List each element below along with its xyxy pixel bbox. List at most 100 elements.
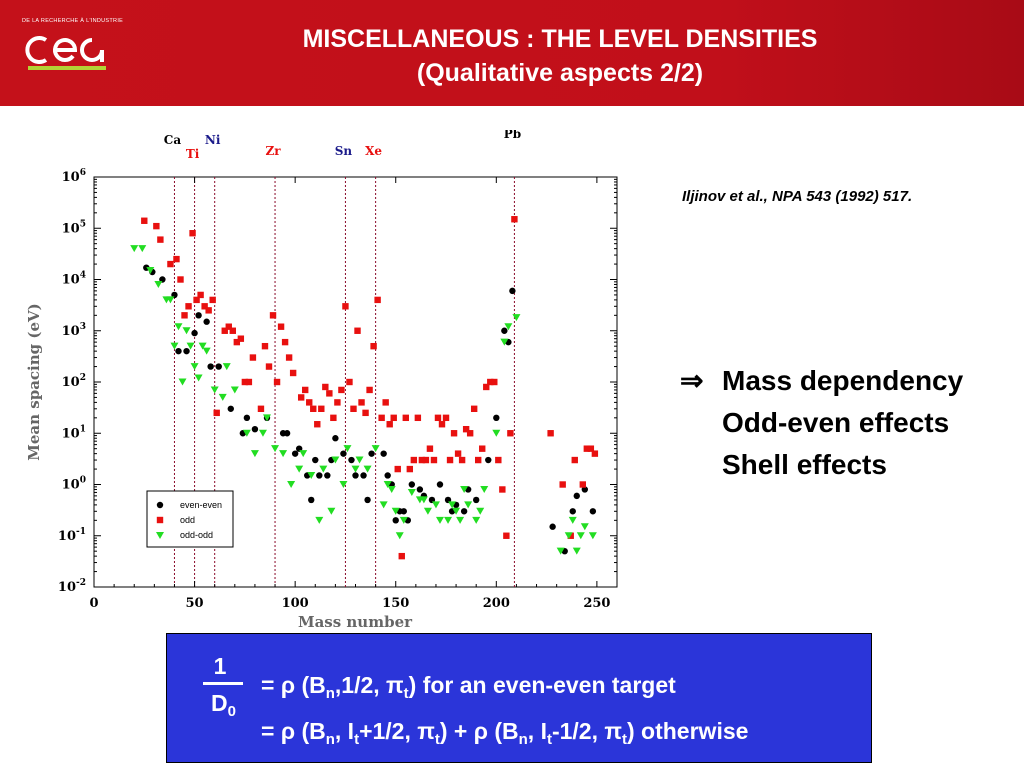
point-odd <box>362 409 369 417</box>
cea-logo: DE LA RECHERCHE À L'INDUSTRIE <box>22 18 123 88</box>
y-tick-label: 10-1 <box>58 527 86 544</box>
point-mass-dependency: Mass dependency <box>722 365 964 396</box>
point-odd-odd <box>500 338 509 346</box>
point-odd-odd <box>383 481 392 488</box>
point-odd-odd <box>210 386 219 394</box>
point-odd-odd <box>262 414 271 422</box>
point-odd-odd <box>395 532 404 540</box>
x-tick-label: 0 <box>89 596 98 611</box>
point-odd-odd <box>407 488 416 496</box>
y-tick-label: 10-2 <box>58 578 86 595</box>
point-odd-odd <box>588 532 597 540</box>
point-even-even <box>400 508 407 515</box>
point-odd <box>579 481 587 488</box>
point-odd-odd <box>166 296 175 304</box>
point-odd-odd <box>371 445 380 453</box>
point-odd-odd <box>230 386 239 394</box>
x-tick-label: 200 <box>483 596 510 611</box>
y-tick-label: 105 <box>62 219 86 236</box>
point-odd <box>177 276 184 283</box>
legend-label-odd-odd: odd-odd <box>180 530 213 540</box>
point-odd-odd <box>351 465 360 473</box>
y-tick-label: 104 <box>62 271 86 288</box>
point-even-even <box>227 405 234 412</box>
point-odd-odd <box>307 471 316 479</box>
point-even-even <box>332 435 339 442</box>
y-tick-label: 106 <box>62 168 86 185</box>
slide-title: MISCELLANEOUS : THE LEVEL DENSITIES (Qua… <box>150 22 970 90</box>
point-even-even <box>436 481 444 488</box>
point-odd-odd <box>146 266 155 274</box>
point-odd <box>241 378 249 386</box>
point-even-even <box>324 472 331 479</box>
point-even-even <box>408 481 416 488</box>
point-even-even <box>549 523 556 530</box>
fraction-bar <box>203 682 243 685</box>
point-odd-odd <box>556 547 565 555</box>
point-odd-odd <box>456 516 465 524</box>
point-odd <box>153 222 160 230</box>
point-odd <box>205 307 212 314</box>
point-odd-odd <box>202 347 211 355</box>
point-odd <box>390 414 397 422</box>
point-even-even <box>348 456 355 464</box>
shell-label-ni: Ni <box>205 133 221 147</box>
point-odd <box>487 378 494 386</box>
slide-title-line1: MISCELLANEOUS : THE LEVEL DENSITIES <box>302 25 818 53</box>
point-odd <box>245 378 253 386</box>
point-odd-odd <box>391 507 400 515</box>
point-odd-odd <box>271 445 280 453</box>
point-odd-odd <box>327 507 336 515</box>
point-odd-odd <box>355 456 364 464</box>
point-even-even <box>215 363 222 370</box>
y-tick-label: 100 <box>62 476 86 493</box>
point-odd <box>366 386 373 394</box>
formula-denominator: D0 <box>211 690 236 720</box>
point-even-even <box>207 363 214 370</box>
point-odd <box>499 486 506 493</box>
point-odd <box>209 296 216 304</box>
point-even-even <box>312 456 319 464</box>
point-odd <box>326 390 333 397</box>
point-odd <box>370 342 377 350</box>
point-odd-odd <box>258 429 267 437</box>
point-odd-odd <box>170 342 179 350</box>
point-odd-odd <box>580 523 589 531</box>
denominator-subscript: 0 <box>227 703 236 720</box>
y-tick-label: 103 <box>62 322 86 339</box>
point-even-even <box>340 450 347 457</box>
point-even-even <box>472 496 480 504</box>
point-odd-odd <box>190 363 199 371</box>
level-spacing-chart: Ca Ti Ni Zr Sn Xe Pb 0 50 100 150 200 250 10-2 10-1 10… <box>25 130 618 631</box>
header-bar: DE LA RECHERCHE À L'INDUSTRIE MISCELLANE… <box>0 0 1024 106</box>
point-odd <box>265 363 273 370</box>
citation: Iljinov et al., NPA 543 (1992) 517. <box>682 188 913 205</box>
point-odd <box>491 378 498 386</box>
point-odd <box>503 532 510 539</box>
x-tick-label: 100 <box>282 596 309 611</box>
point-odd-odd <box>448 501 457 509</box>
point-odd-odd <box>295 465 304 473</box>
point-odd-odd <box>419 496 428 504</box>
point-odd <box>225 323 232 330</box>
formula-otherwise: = ρ (Bn, It+1/2, πt) + ρ (Bn, It-1/2, πt… <box>261 718 749 748</box>
x-tick-label: 50 <box>186 596 204 611</box>
point-odd-odd <box>331 456 340 464</box>
point-odd-odd <box>399 516 408 524</box>
point-odd <box>458 456 466 464</box>
point-odd-odd <box>186 342 195 350</box>
point-odd <box>201 303 208 310</box>
point-odd-odd <box>387 485 396 493</box>
point-odd <box>591 450 599 457</box>
legend-marker-even-even <box>156 501 164 509</box>
point-odd <box>479 445 486 452</box>
legend-marker-odd-odd <box>156 532 164 539</box>
point-even-even <box>392 517 399 524</box>
point-even-even <box>589 508 597 515</box>
point-odd <box>141 217 148 224</box>
point-odd <box>281 338 289 346</box>
y-tick-label: 101 <box>62 424 86 441</box>
point-odd <box>466 430 474 437</box>
slide-title-line2: (Qualitative aspects 2/2) <box>416 59 704 87</box>
point-odd <box>426 445 434 452</box>
